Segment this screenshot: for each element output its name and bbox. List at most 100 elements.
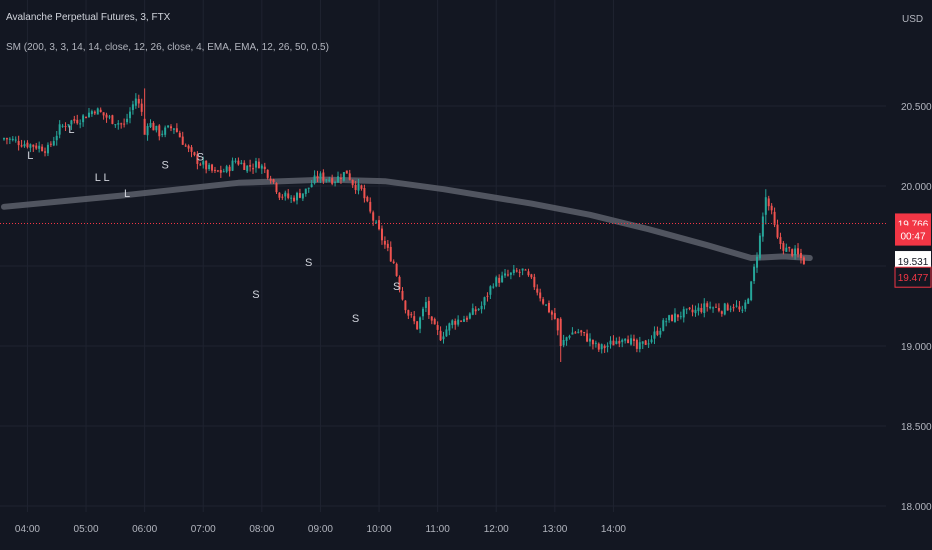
candle-body	[181, 136, 184, 145]
candle-body	[386, 243, 389, 248]
candle-body	[8, 138, 11, 140]
candle-body	[753, 266, 756, 282]
short-signal-label: S	[161, 159, 168, 171]
candle-body	[137, 98, 140, 104]
candle-body	[703, 303, 706, 314]
candle-body	[597, 343, 600, 350]
candle-body	[164, 127, 167, 135]
candle-body	[240, 162, 243, 164]
candle-body	[269, 178, 272, 181]
ema-200-layer	[1, 176, 813, 261]
candle-body	[644, 340, 647, 345]
candle-body	[260, 165, 263, 169]
candle-body	[252, 168, 255, 170]
candle-body	[205, 160, 208, 170]
candle-body	[219, 169, 222, 173]
candle-body	[729, 308, 732, 310]
candle-body	[594, 342, 597, 344]
candle-body	[296, 192, 298, 201]
grid-lines	[0, 0, 886, 512]
candle-body	[102, 112, 105, 116]
candle-body	[79, 123, 82, 125]
candle-body	[17, 140, 20, 146]
candle-body	[73, 119, 76, 121]
candle-body	[454, 320, 457, 325]
candle-body	[474, 309, 477, 312]
candle-body	[735, 305, 738, 307]
candle-body	[750, 281, 753, 301]
candle-body	[480, 305, 483, 310]
candle-body	[791, 249, 794, 256]
candle-body	[287, 193, 290, 198]
candle-body	[419, 317, 422, 329]
candle-body	[254, 161, 257, 168]
candle-body	[298, 193, 301, 198]
time-axis[interactable]: 04:00 05:00 06:00 07:00 08:00 09:00 10:00 11:00…	[15, 524, 626, 535]
candle-body	[401, 290, 404, 300]
candle-body	[199, 164, 202, 166]
candle-body	[647, 343, 650, 345]
time-tick-label: 08:00	[249, 524, 274, 535]
candle-body	[591, 339, 594, 345]
time-tick-label: 07:00	[191, 524, 216, 535]
candle-body	[108, 116, 111, 118]
candle-body	[665, 321, 668, 323]
candle-body	[460, 320, 463, 322]
candle-body	[635, 339, 638, 349]
candle-body	[442, 336, 445, 340]
candle-body	[747, 298, 750, 304]
candle-body	[600, 344, 603, 350]
indicator-legend[interactable]: SM (200, 3, 3, 14, 14, close, 12, 26, cl…	[6, 42, 329, 53]
candle-body	[671, 314, 674, 322]
candle-body	[41, 146, 44, 152]
candle-body	[407, 310, 410, 316]
candle-body	[627, 339, 630, 344]
candle-body	[222, 171, 225, 173]
candle-body	[342, 172, 345, 181]
candle-body	[559, 318, 562, 346]
candle-body	[213, 169, 216, 171]
candle-body	[398, 276, 401, 290]
candle-body	[553, 313, 556, 320]
time-tick-label: 05:00	[74, 524, 99, 535]
price-tick-label: 18.000	[901, 502, 932, 513]
candle-body	[421, 308, 424, 317]
candle-body	[486, 295, 489, 297]
candle-body	[360, 185, 363, 189]
price-tag-label: 19.477	[898, 273, 929, 284]
candle-body	[506, 274, 509, 276]
candle-body	[624, 338, 627, 341]
candle-body	[565, 337, 568, 341]
candle-body	[416, 321, 419, 330]
candle-body	[542, 299, 545, 304]
candle-body	[477, 308, 480, 310]
candle-body	[172, 128, 175, 130]
candle-body	[767, 198, 770, 207]
symbol-title[interactable]: Avalanche Perpetual Futures, 3, FTX	[6, 12, 171, 23]
candle-body	[143, 118, 146, 135]
candle-body	[720, 311, 723, 314]
candle-body	[49, 143, 52, 145]
candle-body	[603, 345, 606, 349]
candle-body	[776, 224, 779, 238]
candle-body	[501, 275, 504, 283]
candle-body	[427, 300, 430, 315]
candle-body	[331, 178, 334, 184]
candle-body	[424, 302, 427, 308]
candle-body	[38, 145, 41, 149]
candle-body	[521, 268, 524, 271]
candle-body	[547, 302, 550, 313]
candle-body	[580, 330, 583, 333]
candle-body	[545, 304, 548, 306]
time-tick-label: 10:00	[367, 524, 392, 535]
candle-body	[706, 303, 709, 307]
candle-body	[650, 339, 653, 343]
candle-body	[193, 152, 196, 156]
candle-body	[568, 335, 571, 338]
candle-body	[445, 329, 448, 337]
candle-body	[117, 123, 120, 125]
price-tags: 19.766 00:47 19.531 19.477	[894, 213, 932, 288]
candle-body	[275, 183, 278, 193]
